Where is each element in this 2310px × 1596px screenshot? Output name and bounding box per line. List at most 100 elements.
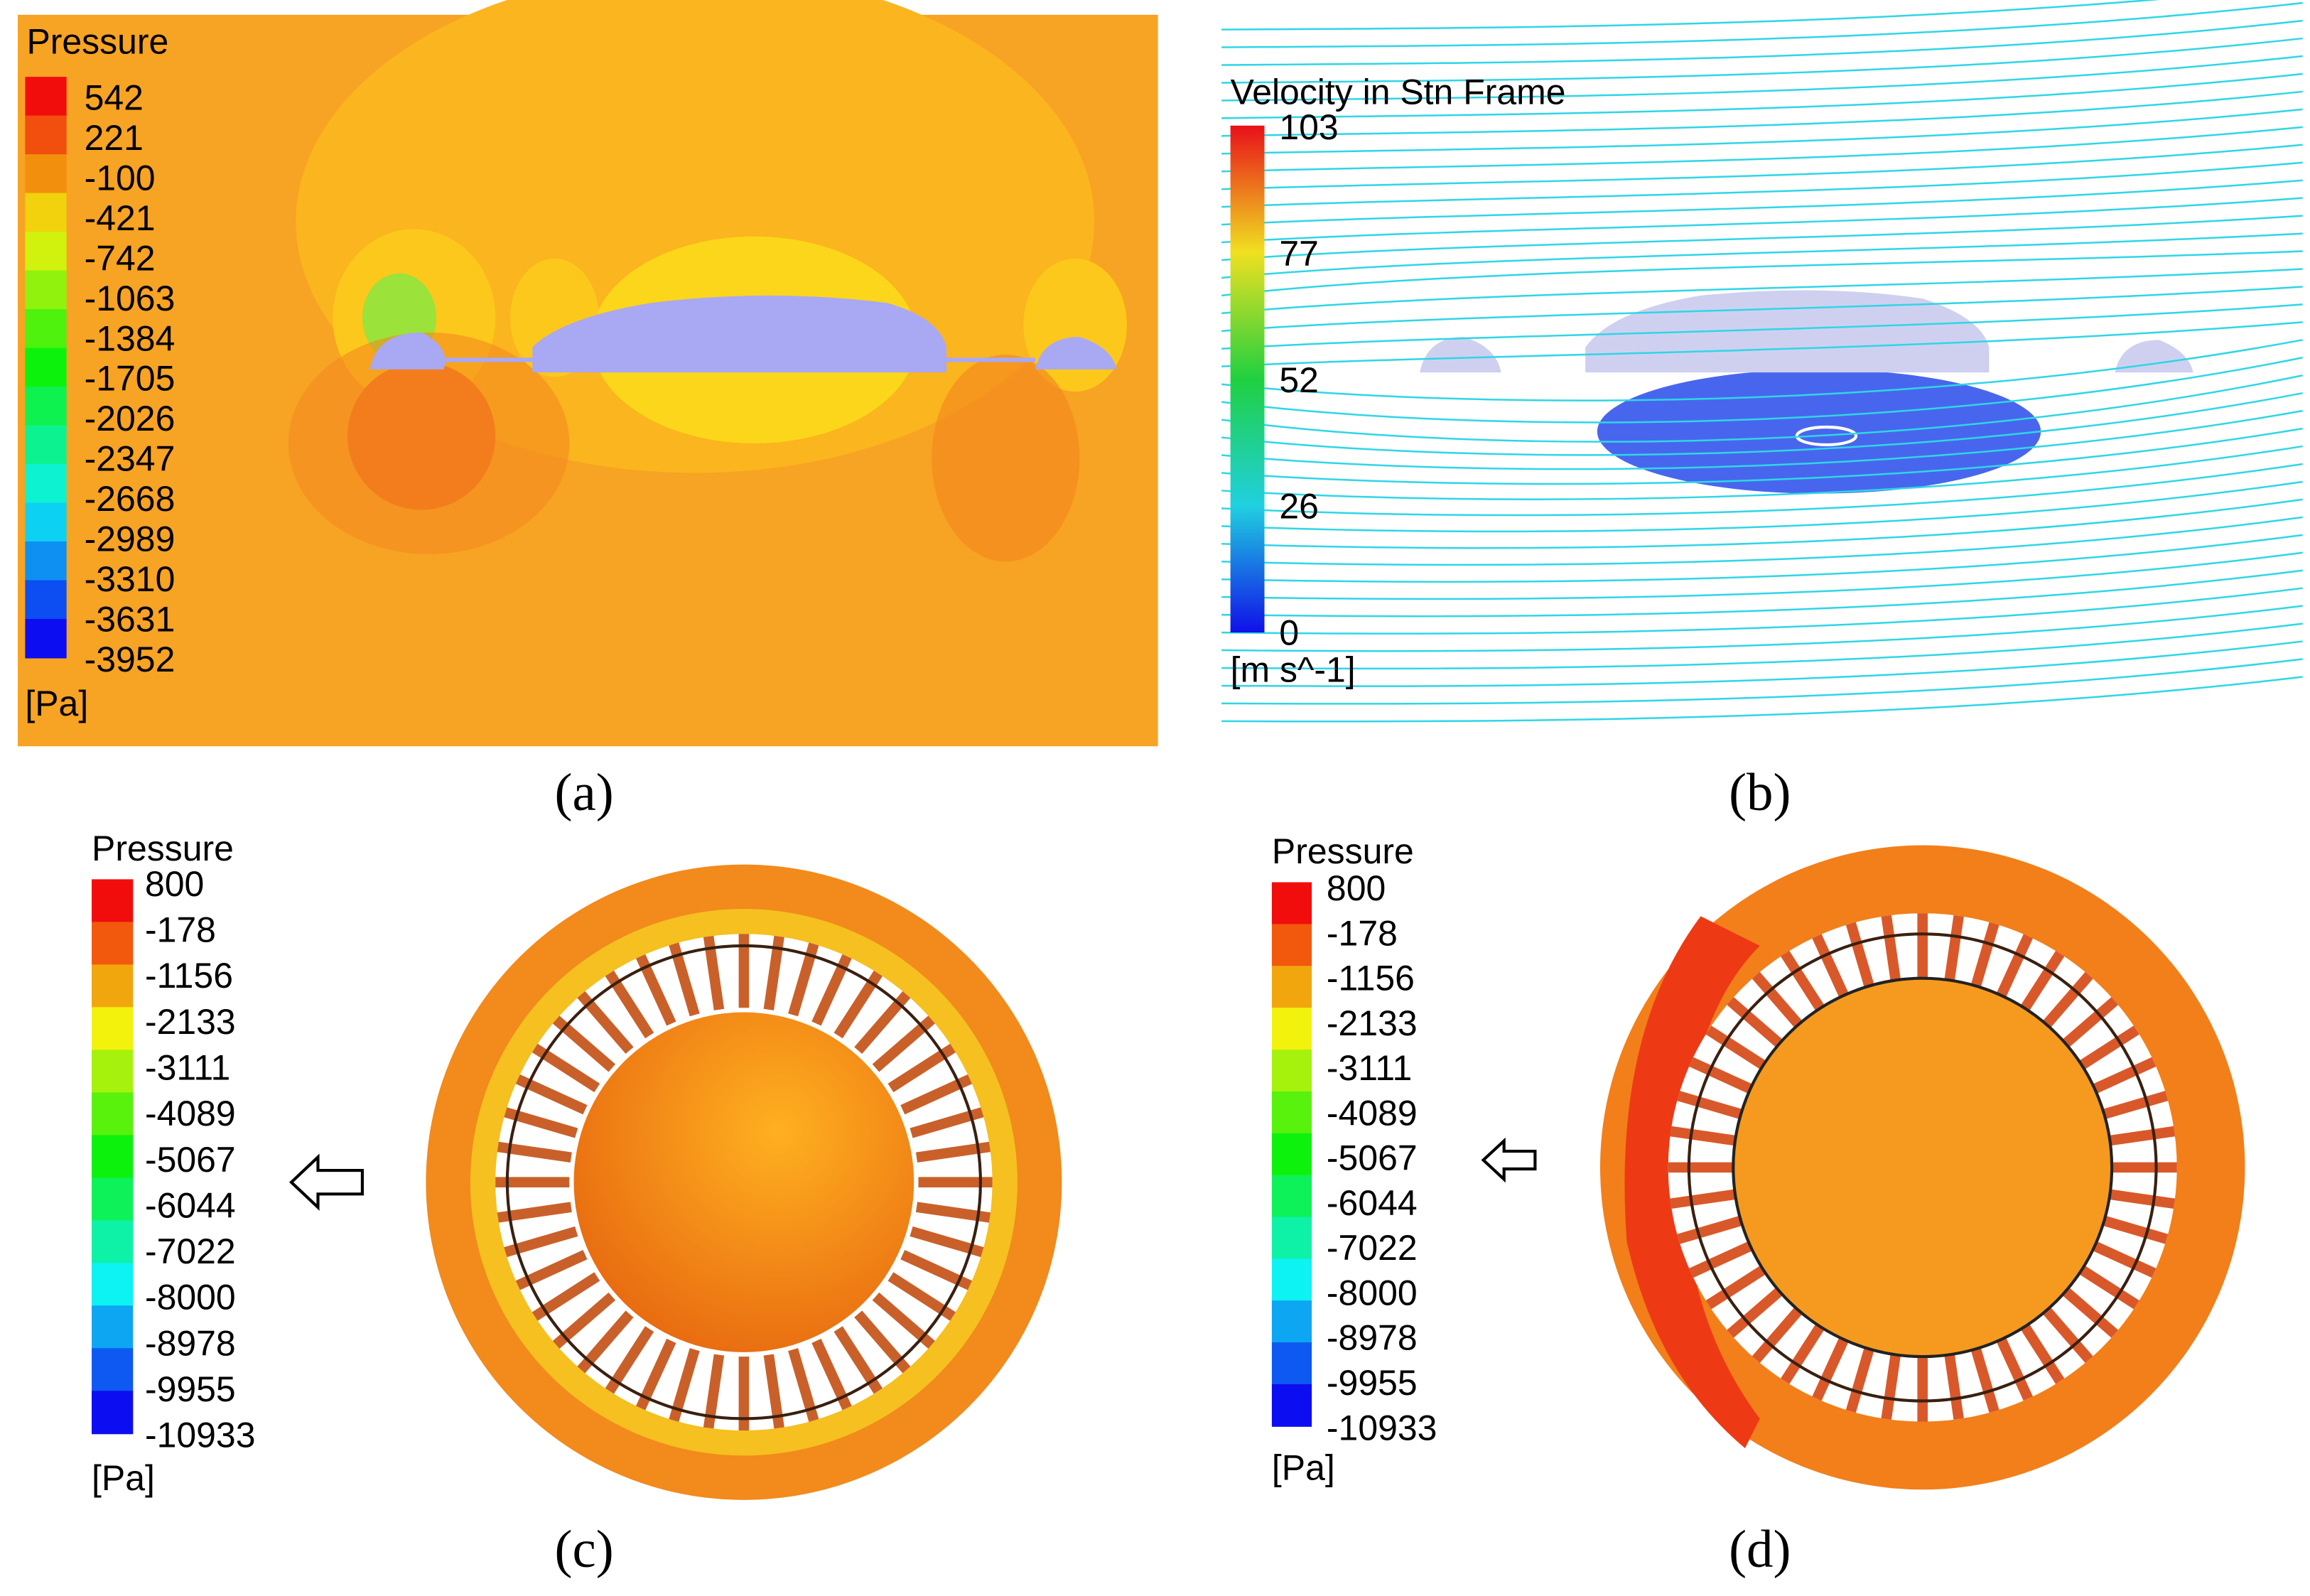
colorbar-segment	[92, 922, 134, 966]
colorbar-segment	[1271, 1217, 1312, 1260]
streamline	[1221, 0, 2161, 31]
hub	[1732, 976, 2114, 1359]
panel-caption: (c)	[555, 1520, 614, 1579]
colorbar-label: 542	[85, 78, 144, 118]
legend-unit: [Pa]	[25, 684, 88, 723]
streamline	[1221, 622, 2303, 670]
blade	[1705, 1025, 1766, 1070]
colorbar-label: 0	[1279, 613, 1299, 652]
blade	[1845, 922, 1874, 988]
colorbar-label: -7022	[1327, 1228, 1418, 1268]
blade	[1781, 1323, 1825, 1384]
streamline	[1221, 72, 2303, 119]
colorbar-segment	[1271, 1342, 1312, 1386]
contour-region	[288, 332, 570, 554]
colorbar-segment	[92, 1135, 134, 1179]
shroud	[505, 944, 982, 1420]
colorbar-label: -2668	[85, 479, 176, 519]
colorbar-segment	[1271, 1258, 1312, 1302]
colorbar-label: -8000	[145, 1278, 236, 1317]
vortex	[1795, 425, 1858, 447]
blade	[1689, 1057, 1753, 1094]
colorbar-label: -1384	[85, 318, 176, 358]
streamline	[1221, 551, 2303, 600]
panel-caption: (b)	[1729, 763, 1791, 822]
streamline	[1221, 463, 2303, 517]
colorbar-label: -6044	[1327, 1183, 1418, 1223]
colorbar-segment	[92, 1177, 134, 1222]
streamline	[1221, 392, 2303, 456]
blade	[2020, 951, 2065, 1011]
colorbar-segment	[1271, 1175, 1312, 1218]
colorbar-segment	[25, 193, 67, 233]
colorbar-label: -178	[1327, 913, 1398, 953]
streamline	[1221, 90, 2303, 137]
streamline	[1221, 534, 2303, 583]
flow-arrow	[288, 1153, 365, 1211]
hub	[573, 1012, 914, 1352]
colorbar-label: -2347	[85, 439, 176, 479]
streamline	[1221, 55, 2303, 102]
colorbar-label: -3952	[85, 640, 176, 679]
colorbar-segment	[92, 1050, 134, 1094]
colorbar-segment	[92, 1092, 134, 1136]
colorbar-segment	[25, 464, 67, 504]
blade	[1752, 1307, 1803, 1364]
legend-title: Pressure	[1272, 831, 1414, 871]
colorbar-segment	[92, 879, 134, 923]
blade	[2062, 1287, 2119, 1338]
colorbar-segment	[92, 1391, 134, 1435]
colorbar-segment	[25, 347, 67, 388]
colorbar-segment	[25, 541, 67, 581]
blade	[1970, 1347, 1999, 1413]
legend-unit: [Pa]	[1272, 1447, 1335, 1487]
streamline	[1221, 108, 2303, 155]
colorbar-label: -8978	[1327, 1318, 1418, 1358]
colorbar-label: 26	[1279, 487, 1319, 527]
blade	[1689, 1241, 1753, 1278]
colorbar-label: -8978	[145, 1323, 236, 1363]
streamline	[1221, 480, 2303, 533]
blade	[2103, 1091, 2169, 1119]
colorbar-label: -1156	[145, 956, 233, 996]
streamline	[1221, 569, 2303, 618]
colorbar-segment	[92, 964, 134, 1008]
body	[1420, 337, 1501, 373]
streamline	[1221, 161, 2303, 208]
blade	[2020, 1323, 2065, 1384]
blade	[2109, 1189, 2176, 1209]
legends: Pressure 542221-100-421-742-1063-1384-170…	[25, 22, 1791, 1579]
colorbar-label: -1063	[85, 279, 176, 318]
streamline	[1221, 374, 2303, 443]
streamline	[1221, 658, 2303, 705]
body	[1035, 337, 1117, 370]
colorbar-label: 103	[1279, 107, 1338, 147]
streamline	[1221, 409, 2303, 470]
legend-title: Velocity in Stn Frame	[1231, 72, 1566, 112]
colorbar-label: -5067	[1327, 1138, 1418, 1178]
high-pressure	[1624, 916, 1760, 1449]
colorbar-label: -742	[85, 238, 156, 278]
colorbar-segment	[25, 502, 67, 543]
colorbar-segment	[1271, 1384, 1312, 1427]
colorbar-label: -178	[145, 910, 216, 950]
streamline	[1221, 357, 2303, 424]
blade	[2078, 1025, 2139, 1070]
colorbar-label: -1705	[85, 359, 176, 399]
blade	[2042, 971, 2093, 1028]
colorbar-label: -3310	[85, 559, 176, 599]
blade	[1881, 915, 1901, 981]
blade	[2062, 997, 2119, 1048]
blade	[2109, 1126, 2176, 1146]
blade	[1881, 1354, 1901, 1420]
colorbar-label: -2133	[145, 1002, 236, 1042]
colorbar-segment	[25, 309, 67, 349]
streamline	[1221, 516, 2303, 566]
colorbar-segment	[25, 425, 67, 465]
blade	[1996, 934, 2034, 998]
blades	[1668, 913, 2177, 1422]
colorbar-segment	[25, 232, 67, 271]
colorbar-segment	[25, 580, 67, 620]
streamline	[1221, 126, 2303, 173]
colorbar-segment	[1271, 1050, 1312, 1092]
